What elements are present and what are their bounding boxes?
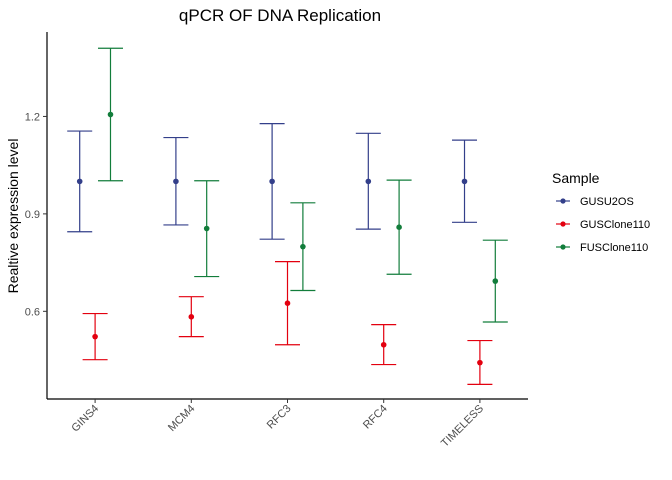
x-tick-label: RFC4	[361, 403, 390, 432]
legend-item: GUSU2OS	[556, 196, 634, 208]
data-point	[492, 278, 499, 284]
y-axis-title: Realtive expression level	[5, 139, 21, 294]
errorbar-group	[290, 202, 316, 292]
errorbar-group	[194, 180, 220, 278]
x-tick-label: RFC3	[265, 403, 294, 432]
legend-label: GUSClone110	[580, 219, 650, 231]
data-point	[203, 225, 210, 232]
y-axis-ticks: 0.6 0.9 1.2	[25, 111, 47, 318]
errorbar-group	[482, 239, 508, 323]
legend-key-point	[560, 198, 566, 204]
data-point	[284, 300, 291, 306]
errorbar-group	[178, 296, 204, 338]
legend-label: GUSU2OS	[580, 196, 634, 208]
errorbar-group	[467, 339, 493, 385]
errorbar-group	[163, 136, 189, 226]
data-point	[107, 111, 114, 118]
y-tick-label: 0.9	[25, 209, 40, 221]
legend-item: FUSClone110	[556, 242, 648, 254]
x-tick-label: MCM4	[166, 403, 197, 434]
data-point	[269, 178, 275, 185]
plot-area	[67, 47, 508, 385]
data-point	[380, 341, 387, 348]
legend-key-point	[560, 244, 566, 250]
data-point	[365, 178, 372, 185]
x-tick-label: GINS4	[69, 403, 101, 435]
errorbar-group	[97, 47, 123, 182]
x-axis-ticks: GINS4 MCM4 RFC3 RFC4 TIMELESS	[69, 399, 486, 450]
y-tick-label: 1.2	[25, 111, 40, 123]
data-point	[300, 243, 306, 250]
data-point	[76, 178, 83, 185]
legend: GUSU2OS GUSClone110 FUSClone110	[556, 196, 650, 254]
errorbar-group	[386, 179, 412, 275]
legend-label: FUSClone110	[580, 242, 648, 254]
data-point	[92, 333, 98, 340]
errorbar-group	[452, 139, 478, 223]
data-point	[173, 178, 179, 185]
errorbar-group	[371, 324, 397, 366]
errorbar-group	[275, 261, 300, 346]
errorbar-group	[82, 312, 108, 361]
legend-item: GUSClone110	[556, 219, 650, 231]
errorbar-group	[355, 132, 381, 230]
legend-title: Sample	[552, 170, 600, 186]
errorbar-group	[259, 122, 285, 240]
data-point	[188, 314, 195, 320]
data-point	[477, 359, 483, 366]
y-tick-label: 0.6	[25, 306, 40, 318]
legend-key-point	[560, 221, 566, 227]
x-tick-label: TIMELESS	[439, 403, 486, 450]
errorbar-group	[67, 130, 93, 233]
data-point	[461, 178, 468, 185]
chart-title: qPCR OF DNA Replication	[179, 6, 381, 25]
data-point	[396, 224, 402, 230]
